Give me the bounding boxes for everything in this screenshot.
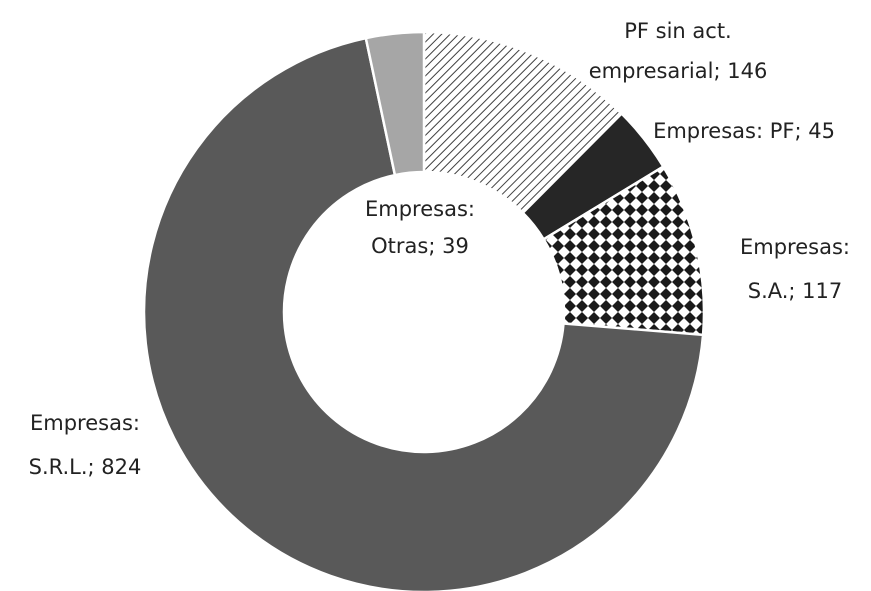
data-label: S.R.L.; 824 <box>29 455 142 479</box>
data-label: Empresas: PF; 45 <box>653 119 835 143</box>
data-label: Empresas: <box>740 235 850 259</box>
donut-slice <box>142 36 705 591</box>
data-label: Otras; 39 <box>371 234 469 258</box>
data-label: empresarial; 146 <box>589 59 768 83</box>
data-label: S.A.; 117 <box>748 279 843 303</box>
data-label: Empresas: <box>365 197 475 221</box>
data-label: Empresas: <box>30 411 140 435</box>
donut-slice <box>364 30 426 177</box>
data-label: PF sin act. <box>624 19 732 43</box>
